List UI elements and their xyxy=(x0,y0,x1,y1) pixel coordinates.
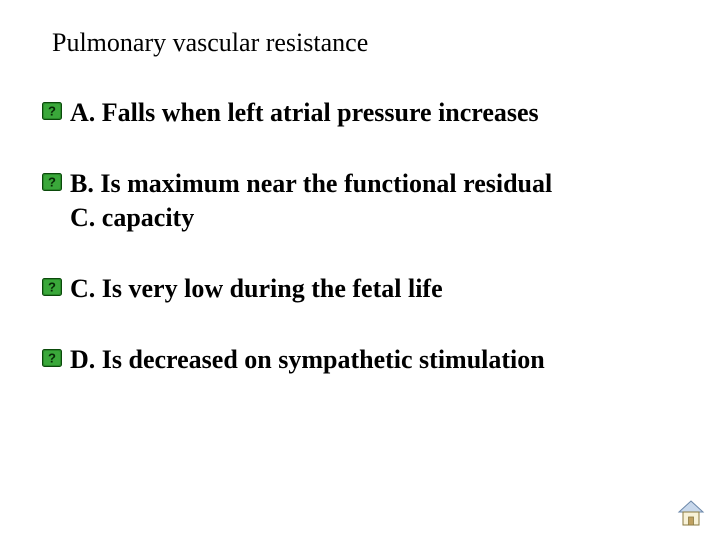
option-a-text: A. Falls when left atrial pressure incre… xyxy=(70,96,539,129)
question-mark-icon[interactable]: ? xyxy=(42,349,62,367)
svg-text:?: ? xyxy=(48,175,56,190)
option-b-row: ? B. Is maximum near the functional resi… xyxy=(42,167,680,234)
option-b-text: B. Is maximum near the functional residu… xyxy=(70,167,552,234)
svg-text:?: ? xyxy=(48,104,56,119)
svg-text:?: ? xyxy=(48,279,56,294)
option-d-row: ? D. Is decreased on sympathetic stimula… xyxy=(42,343,680,376)
option-c-row: ? C. Is very low during the fetal life xyxy=(42,272,680,305)
option-d-text: D. Is decreased on sympathetic stimulati… xyxy=(70,343,545,376)
question-heading: Pulmonary vascular resistance xyxy=(52,28,680,58)
question-mark-icon[interactable]: ? xyxy=(42,102,62,120)
question-mark-icon[interactable]: ? xyxy=(42,278,62,296)
option-c-text: C. Is very low during the fetal life xyxy=(70,272,443,305)
question-mark-icon[interactable]: ? xyxy=(42,173,62,191)
option-a-row: ? A. Falls when left atrial pressure inc… xyxy=(42,96,680,129)
home-icon[interactable] xyxy=(676,498,706,528)
svg-text:?: ? xyxy=(48,351,56,366)
